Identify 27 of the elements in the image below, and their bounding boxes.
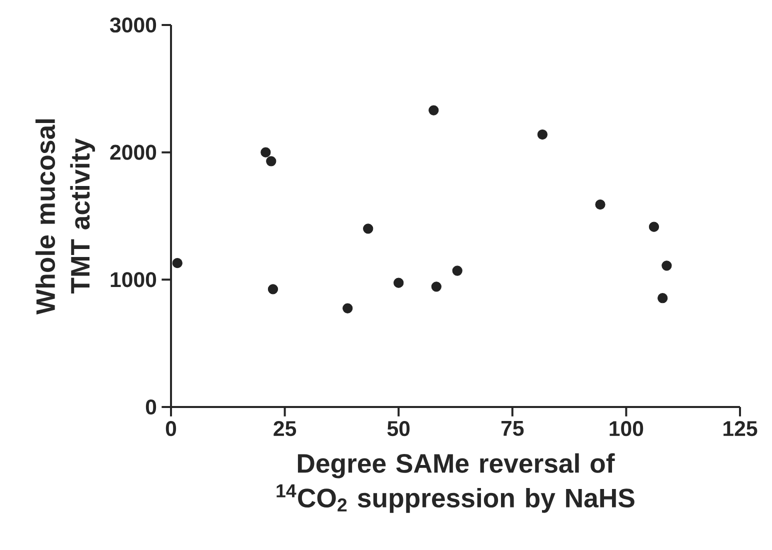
point [658, 293, 668, 304]
point [172, 258, 182, 268]
y-axis-title: Whole mucosal TMT activity [35, 119, 96, 315]
point [428, 105, 439, 116]
point [537, 129, 548, 140]
y-tick-label: 2000 [110, 144, 156, 160]
point [595, 199, 606, 210]
point [363, 224, 374, 234]
y-tick-label: 1000 [110, 272, 156, 288]
x-tick-label: 0 [166, 421, 176, 436]
x-axis-title: Degree SAMe reversal of $^{14}$CO$_{2}$ suppression by NaHS [276, 453, 634, 513]
x-tick-label: 100 [610, 421, 644, 436]
y-tick-label: 0 [146, 399, 156, 415]
y-tick-label: 3000 [110, 17, 156, 33]
point [260, 147, 271, 158]
point [394, 278, 404, 288]
point [452, 266, 462, 276]
x-tick-label: 25 [274, 421, 296, 436]
x-tick-label: 75 [501, 421, 524, 436]
point [648, 222, 660, 232]
x-tick-label: 50 [387, 421, 410, 436]
x-tick-label: 125 [724, 421, 758, 436]
point [342, 303, 353, 314]
point [662, 260, 672, 271]
point [431, 282, 442, 292]
point [266, 156, 276, 166]
point [268, 284, 278, 294]
